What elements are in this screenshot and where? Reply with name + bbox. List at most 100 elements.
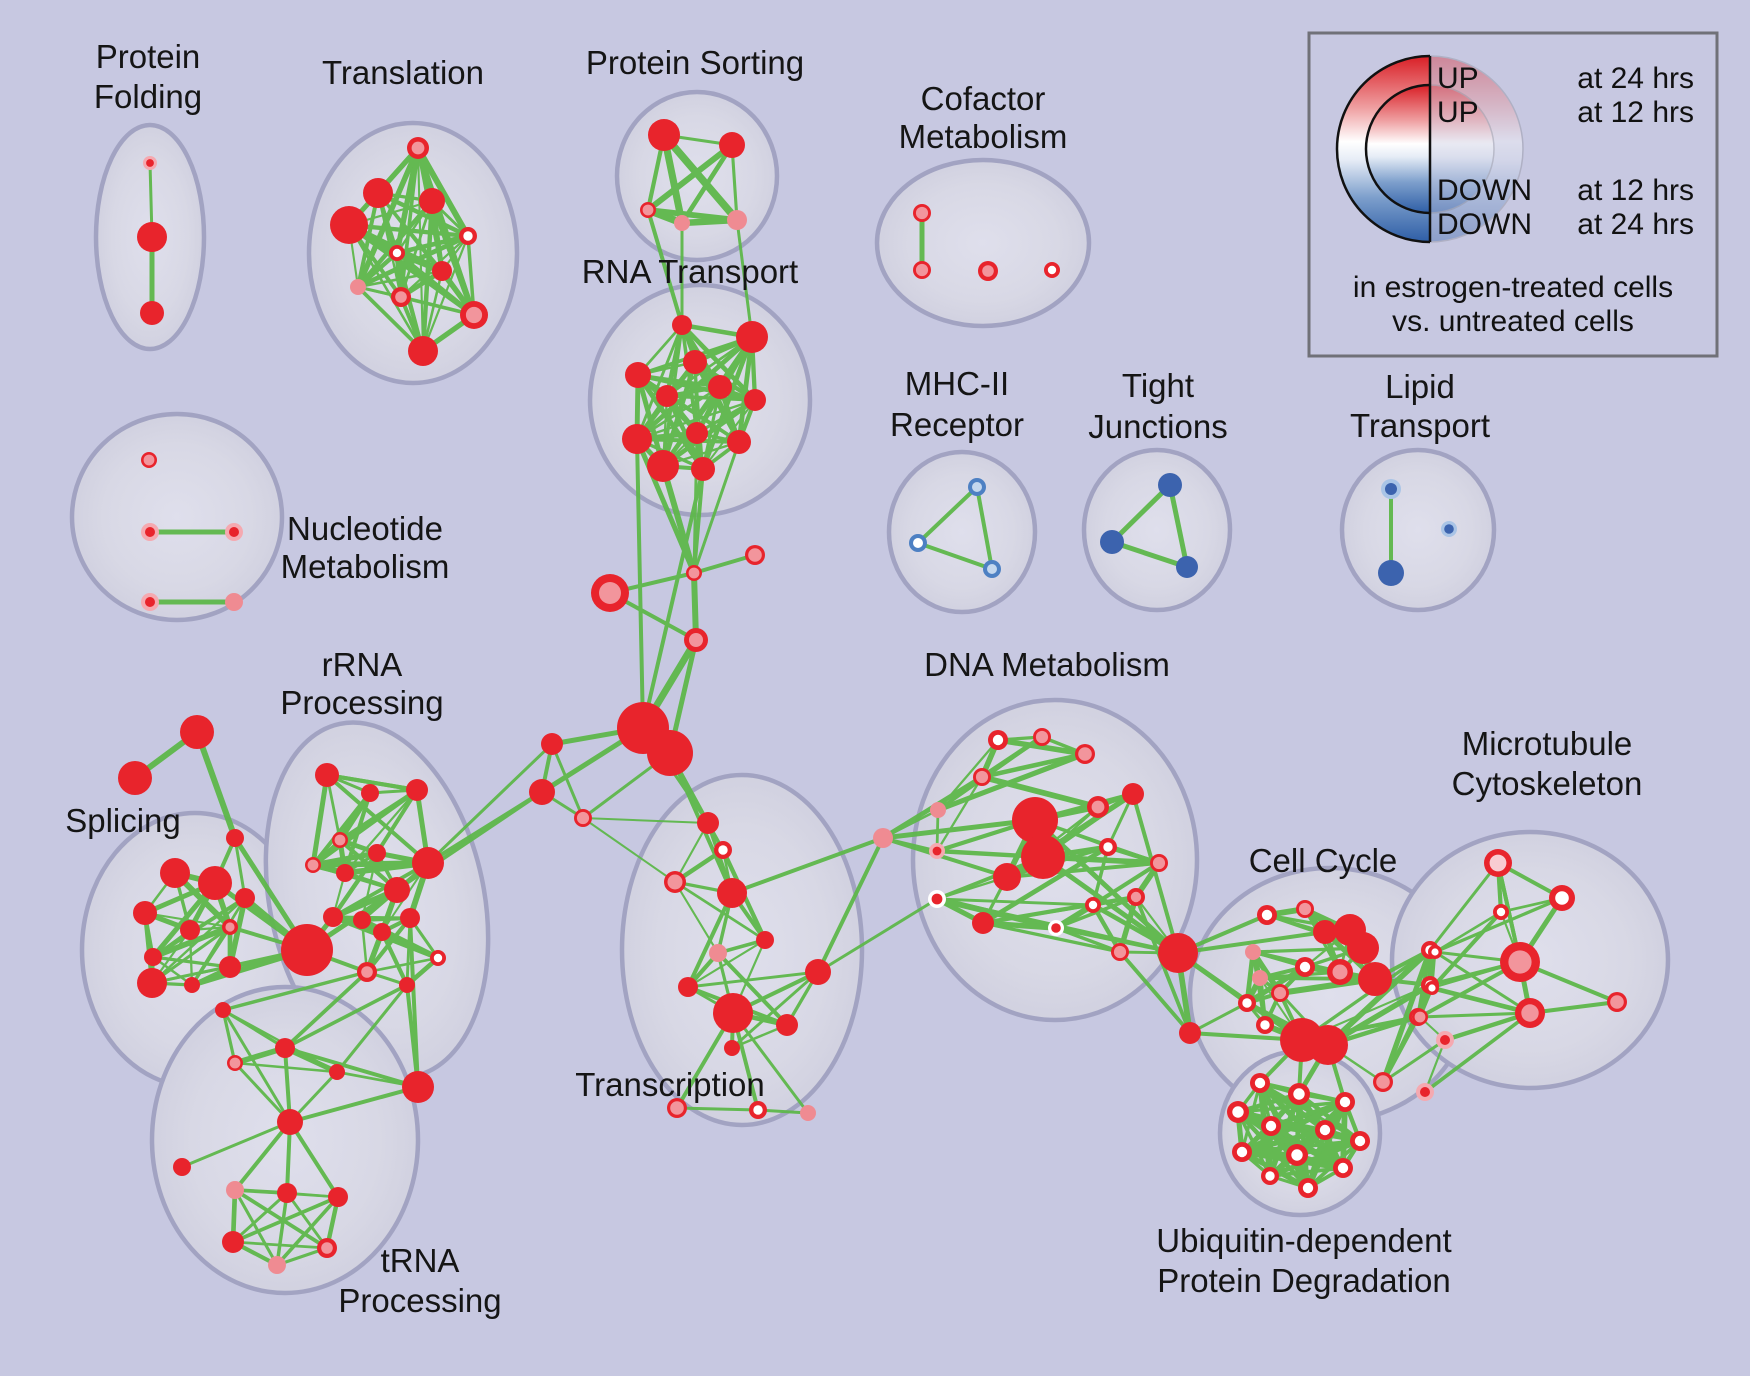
node-st1[interactable] — [180, 715, 214, 749]
node-sphub[interactable] — [281, 924, 333, 976]
node-rr8[interactable] — [384, 877, 410, 903]
node-cc3[interactable] — [1313, 920, 1337, 944]
node-tl3[interactable] — [330, 206, 368, 244]
node-sp9[interactable] — [219, 956, 241, 978]
node-rt8[interactable] — [622, 424, 652, 454]
node-d9[interactable] — [1122, 783, 1144, 805]
node-rr7[interactable] — [368, 844, 386, 862]
node-tj3[interactable] — [1176, 556, 1198, 578]
node-pf3[interactable] — [140, 301, 164, 325]
node-st3[interactable] — [226, 829, 244, 847]
node-rt2[interactable] — [736, 321, 768, 353]
node-rr17[interactable] — [215, 1002, 231, 1018]
node-d6[interactable] — [873, 828, 893, 848]
node-rr16[interactable] — [399, 977, 415, 993]
node-d10[interactable] — [1012, 797, 1058, 843]
node-x14[interactable] — [800, 1105, 816, 1121]
node-rt4[interactable] — [625, 362, 651, 388]
cluster-label-pf-0: Protein — [96, 38, 201, 75]
node-rt10[interactable] — [727, 430, 751, 454]
node-po5[interactable] — [727, 210, 747, 230]
node-sp7[interactable] — [137, 968, 167, 998]
node-d21[interactable] — [1158, 933, 1198, 973]
node-cc9[interactable] — [1245, 944, 1261, 960]
node-rr12[interactable] — [373, 923, 391, 941]
node-rt12[interactable] — [691, 457, 715, 481]
node-rt11[interactable] — [647, 450, 679, 482]
node-d5[interactable] — [930, 802, 946, 818]
node-x7[interactable] — [678, 977, 698, 997]
node-rt7[interactable] — [744, 389, 766, 411]
node-tr1[interactable] — [277, 1109, 303, 1135]
node-u11-center — [1337, 1162, 1349, 1174]
node-rr3[interactable] — [406, 779, 428, 801]
node-x6[interactable] — [709, 944, 727, 962]
node-po2[interactable] — [719, 132, 745, 158]
node-sp2[interactable] — [198, 866, 232, 900]
node-sp4[interactable] — [180, 920, 200, 940]
node-x11[interactable] — [724, 1040, 740, 1056]
node-cc10[interactable] — [1252, 970, 1268, 986]
node-rt9[interactable] — [686, 422, 708, 444]
node-cc7[interactable] — [1358, 962, 1392, 996]
node-pf2[interactable] — [137, 222, 167, 252]
node-rr2[interactable] — [361, 784, 379, 802]
node-sp1[interactable] — [160, 858, 190, 888]
node-tj2[interactable] — [1100, 530, 1124, 554]
node-rr13[interactable] — [400, 908, 420, 928]
node-rr1[interactable] — [315, 763, 339, 787]
node-tl2[interactable] — [363, 178, 393, 208]
edge — [325, 773, 419, 792]
node-po1[interactable] — [648, 119, 680, 151]
node-tr6[interactable] — [222, 1231, 244, 1253]
node-u4-center — [1232, 1106, 1244, 1118]
node-tl11[interactable] — [408, 336, 438, 366]
node-x8[interactable] — [713, 993, 753, 1033]
node-cc5[interactable] — [1347, 932, 1379, 964]
node-rt3[interactable] — [683, 350, 707, 374]
node-x5[interactable] — [756, 931, 774, 949]
node-x9[interactable] — [776, 1014, 798, 1036]
node-st2[interactable] — [118, 761, 152, 795]
node-tr8[interactable] — [268, 1256, 286, 1274]
node-rr20[interactable] — [329, 1064, 345, 1080]
node-rr9[interactable] — [412, 847, 444, 879]
node-d16[interactable] — [972, 912, 994, 934]
node-po4[interactable] — [674, 215, 690, 231]
node-rt1[interactable] — [672, 315, 692, 335]
node-tr5[interactable] — [328, 1187, 348, 1207]
edge — [150, 925, 232, 985]
node-rr6[interactable] — [336, 864, 354, 882]
node-tl7[interactable] — [350, 279, 366, 295]
node-tj1[interactable] — [1158, 473, 1182, 497]
node-k3[interactable] — [529, 779, 555, 805]
node-d22[interactable] — [1179, 1022, 1201, 1044]
node-d11[interactable] — [1021, 835, 1065, 879]
node-d12[interactable] — [993, 863, 1021, 891]
node-rr10[interactable] — [323, 907, 343, 927]
node-sp3[interactable] — [133, 901, 157, 925]
node-x1[interactable] — [697, 812, 719, 834]
node-tl4[interactable] — [419, 188, 445, 214]
node-sp6[interactable] — [144, 948, 162, 966]
node-rt5[interactable] — [656, 385, 678, 407]
node-rr21[interactable] — [402, 1071, 434, 1103]
node-rt6[interactable] — [708, 375, 732, 399]
node-k2[interactable] — [541, 733, 563, 755]
node-sp10[interactable] — [235, 888, 255, 908]
node-hub2[interactable] — [647, 730, 693, 776]
node-rr11[interactable] — [353, 911, 371, 929]
node-tr3[interactable] — [226, 1181, 244, 1199]
node-x4[interactable] — [717, 878, 747, 908]
node-cc15[interactable] — [1308, 1025, 1348, 1065]
node-x10[interactable] — [805, 959, 831, 985]
node-l2[interactable] — [1378, 560, 1404, 586]
node-n5[interactable] — [225, 593, 243, 611]
node-tr4[interactable] — [277, 1183, 297, 1203]
node-tr2[interactable] — [173, 1158, 191, 1176]
node-rr19[interactable] — [275, 1038, 295, 1058]
node-tl9[interactable] — [432, 261, 452, 281]
edge — [426, 742, 554, 865]
node-sp8[interactable] — [184, 977, 200, 993]
